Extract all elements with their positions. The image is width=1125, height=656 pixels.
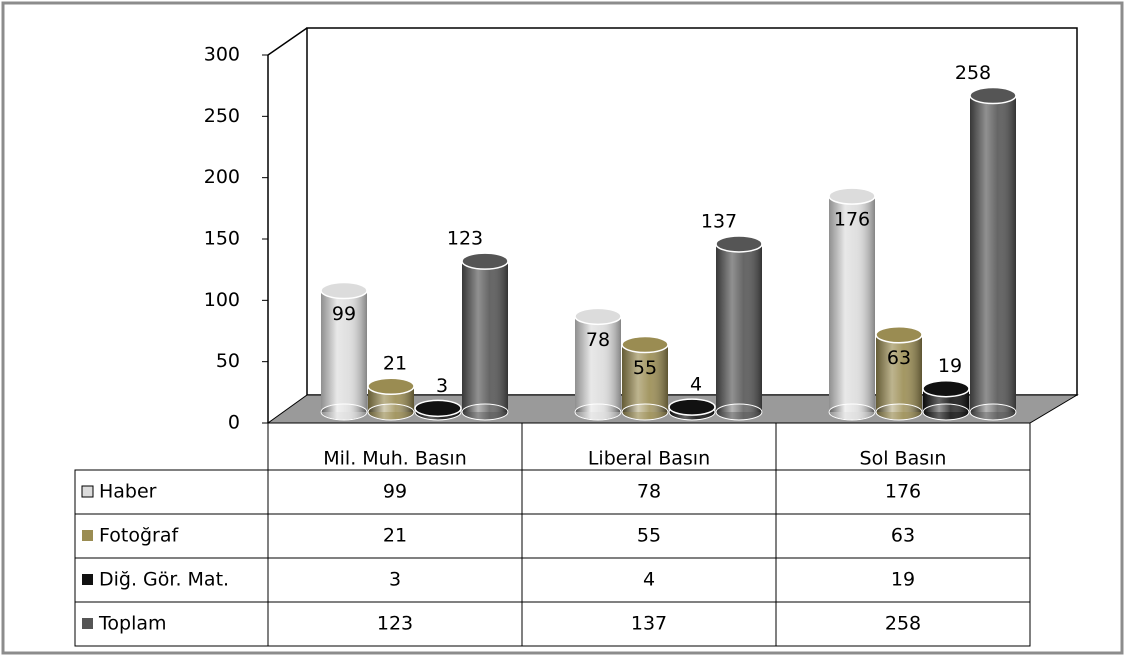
cylinder-bottom-shade (320, 403, 368, 421)
bar-shade (321, 290, 367, 412)
table-value: 78 (637, 481, 661, 503)
y-tick-label: 250 (204, 105, 240, 127)
y-tick-label: 100 (204, 289, 240, 311)
bar-shade (622, 344, 668, 412)
table-value: 99 (383, 481, 407, 503)
cylinder-top (320, 281, 368, 300)
cylinder-bottom-shade (875, 403, 923, 421)
cylinder-top (668, 398, 716, 416)
data-label: 137 (701, 210, 737, 232)
cylinder-bottom-shade (574, 403, 622, 421)
table-value: 21 (383, 525, 407, 547)
cylinder-top (367, 377, 415, 395)
cylinder-bottom-shade (367, 403, 415, 421)
cylinder-top (922, 379, 970, 398)
table-value: 4 (643, 569, 655, 591)
legend-label: Fotoğraf (99, 525, 179, 547)
cylinder-bottom-shade (828, 403, 876, 421)
bar-shade (970, 95, 1016, 413)
x-tick-label: Liberal Basın (588, 448, 710, 470)
y-tick-label: 200 (204, 166, 240, 188)
legend-key (82, 618, 93, 629)
data-label: 63 (887, 347, 911, 369)
table-value: 63 (891, 525, 915, 547)
cylinder-top (875, 325, 923, 344)
x-tick-label: Sol Basın (860, 448, 947, 470)
data-label: 19 (938, 355, 962, 377)
legend-key (82, 574, 93, 585)
data-label: 4 (690, 374, 702, 396)
cylinder-bottom-shade (621, 403, 669, 421)
data-label: 3 (436, 375, 448, 397)
legend-label: Diğ. Gör. Mat. (99, 569, 229, 591)
legend-label: Toplam (98, 613, 167, 635)
y-tick-label: 0 (228, 412, 240, 434)
bar-shade (462, 261, 508, 412)
table-value: 137 (631, 613, 667, 635)
data-label: 78 (586, 329, 610, 351)
cylinder-top (574, 307, 622, 326)
bar-shade (716, 243, 762, 412)
data-label: 55 (633, 357, 657, 379)
cylinder-top (828, 187, 876, 205)
cylinder-bottom-shade (715, 403, 763, 421)
data-label: 176 (834, 209, 870, 231)
cylinder-top (414, 399, 462, 418)
cylinder-bottom-shade (969, 403, 1017, 421)
bar-shade (575, 316, 621, 412)
y-tick-label: 300 (204, 44, 240, 66)
y-tick-label: 150 (204, 228, 240, 250)
table-value: 55 (637, 525, 661, 547)
y-tick-label: 50 (216, 350, 240, 372)
legend-key (81, 485, 94, 498)
data-label: 258 (955, 62, 991, 84)
legend-label: Haber (99, 481, 157, 503)
cylinder-top (715, 235, 763, 253)
table-value: 176 (885, 481, 921, 503)
table-value: 3 (389, 569, 401, 591)
data-label: 99 (332, 303, 356, 325)
table-value: 19 (891, 569, 915, 591)
table-value: 123 (377, 613, 413, 635)
data-label: 21 (383, 353, 407, 375)
cylinder-bottom-shade (461, 403, 509, 421)
cylinder-top (969, 86, 1017, 105)
cylinder-bottom-shade (922, 403, 970, 421)
bar-shade (876, 334, 922, 412)
cylinder-top (461, 252, 509, 270)
cylinder-top (621, 335, 669, 354)
table-value: 258 (885, 613, 921, 635)
x-tick-label: Mil. Muh. Basın (323, 448, 466, 470)
legend-key (82, 530, 93, 541)
back-wall (306, 27, 1078, 396)
bar-shade (829, 196, 875, 412)
data-label: 123 (447, 228, 483, 250)
